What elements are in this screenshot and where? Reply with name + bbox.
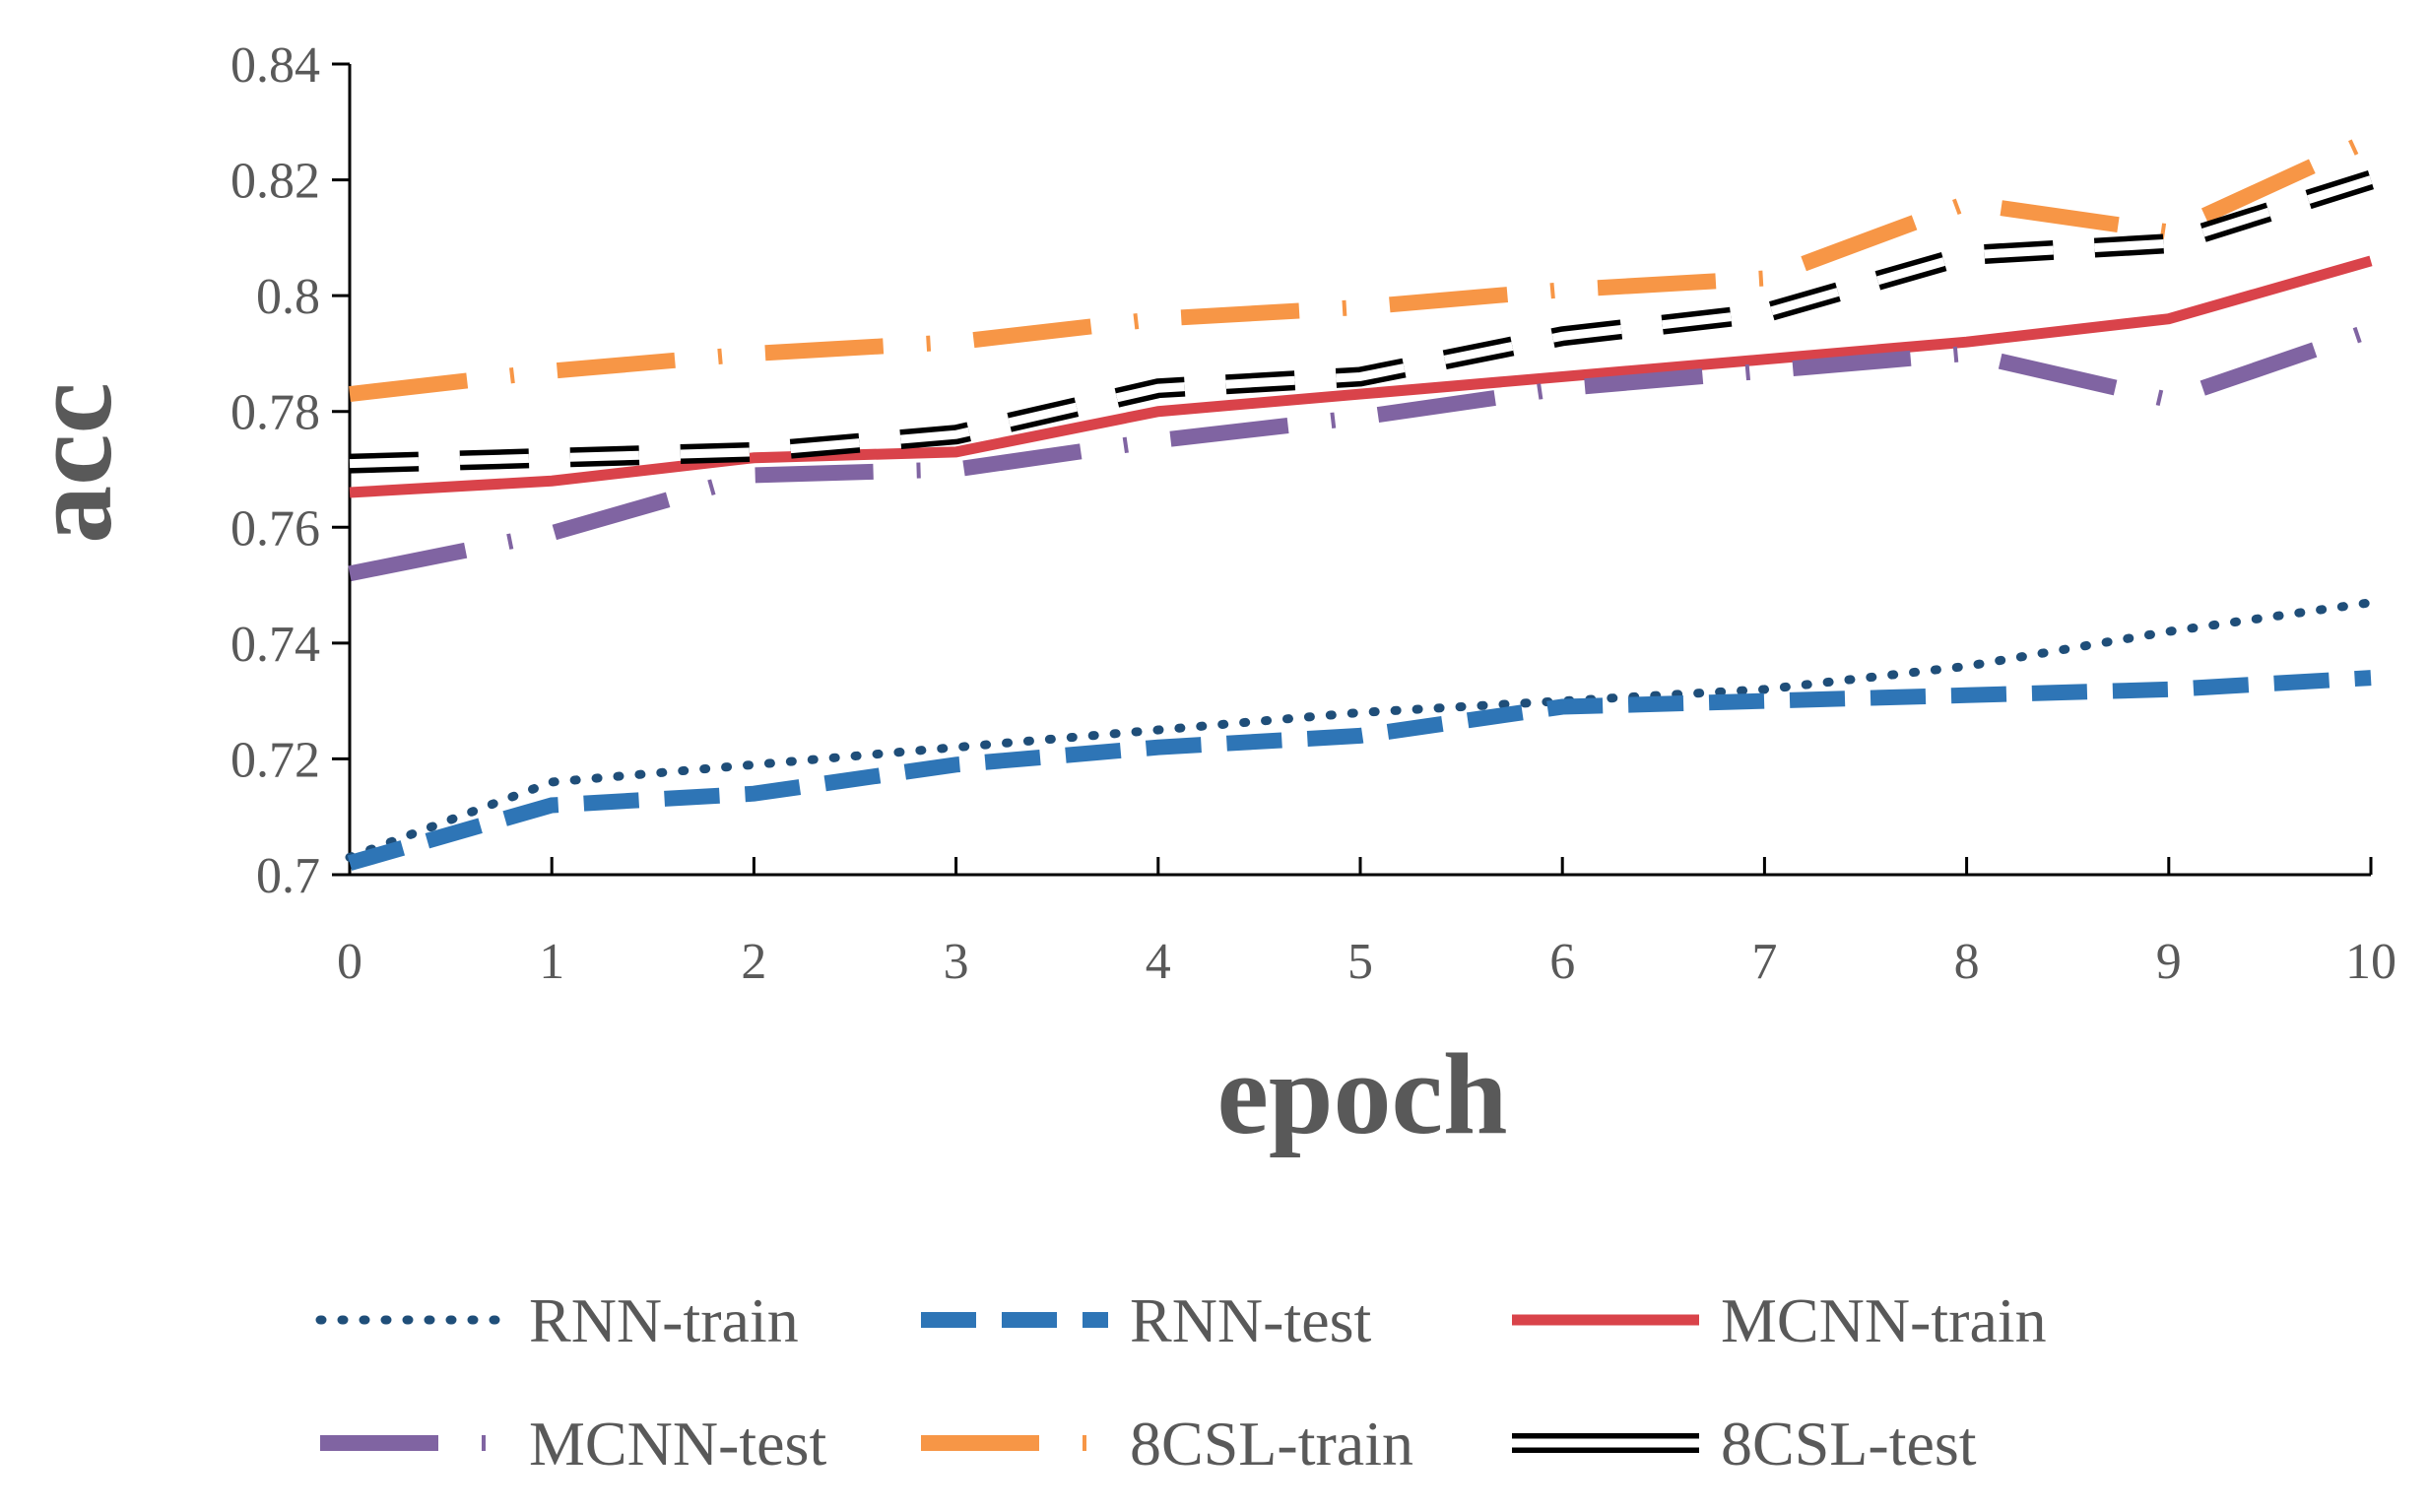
x-tick-label: 7 bbox=[1751, 934, 1777, 990]
x-tick-label: 10 bbox=[2345, 934, 2396, 990]
series-line-rnn-test bbox=[347, 670, 2372, 871]
series-line-rnn-train bbox=[345, 598, 2376, 862]
y-tick-label: 0.76 bbox=[230, 500, 320, 557]
series-layer bbox=[345, 132, 2376, 871]
x-tick-label: 2 bbox=[741, 934, 766, 990]
series-line-mcnn-train bbox=[349, 255, 2373, 498]
legend-label-rnn-train: RNN-train bbox=[529, 1285, 799, 1355]
series-line-8csl-train bbox=[349, 132, 2375, 403]
legend-label-8csl-train: 8CSL-train bbox=[1130, 1409, 1413, 1479]
legend: RNN-train RNN-test MCNN-train MCNN-test 8CSL… bbox=[315, 1285, 2047, 1479]
y-tick-label: 0.8 bbox=[256, 269, 320, 325]
y-tick-label: 0.72 bbox=[230, 732, 320, 788]
y-tick-label: 0.78 bbox=[230, 385, 320, 441]
x-tick-label: 4 bbox=[1146, 934, 1171, 990]
y-tick-label: 0.84 bbox=[230, 37, 320, 94]
x-tick-label: 6 bbox=[1549, 934, 1575, 990]
series-line-8csl-test-inner bbox=[349, 175, 2373, 469]
legend-label-mcnn-test: MCNN-test bbox=[529, 1409, 826, 1479]
x-tick-label: 1 bbox=[539, 934, 564, 990]
y-tick-label: 0.82 bbox=[230, 154, 320, 210]
x-tick-label: 8 bbox=[1954, 934, 1980, 990]
series-line-mcnn-test bbox=[348, 322, 2374, 582]
axes bbox=[332, 62, 2373, 877]
legend-label-8csl-test: 8CSL-test bbox=[1721, 1409, 1977, 1479]
x-tick-label: 5 bbox=[1347, 934, 1373, 990]
y-axis-title: acc bbox=[7, 382, 136, 544]
x-tick-label: 0 bbox=[337, 934, 362, 990]
x-axis-title: epoch bbox=[1217, 1029, 1508, 1158]
y-tick-label: 0.74 bbox=[230, 617, 320, 673]
x-tick-label: 9 bbox=[2156, 934, 2182, 990]
y-tick-label: 0.7 bbox=[256, 848, 320, 904]
x-tick-label: 3 bbox=[944, 934, 969, 990]
tick-labels: 0.7 0.72 0.74 0.76 0.78 0.8 0.82 0.84 0 1 2 3 4 5 6 7 8 9… bbox=[230, 37, 2396, 990]
legend-label-mcnn-train: MCNN-train bbox=[1721, 1285, 2047, 1355]
legend-label-rnn-test: RNN-test bbox=[1130, 1285, 1372, 1355]
